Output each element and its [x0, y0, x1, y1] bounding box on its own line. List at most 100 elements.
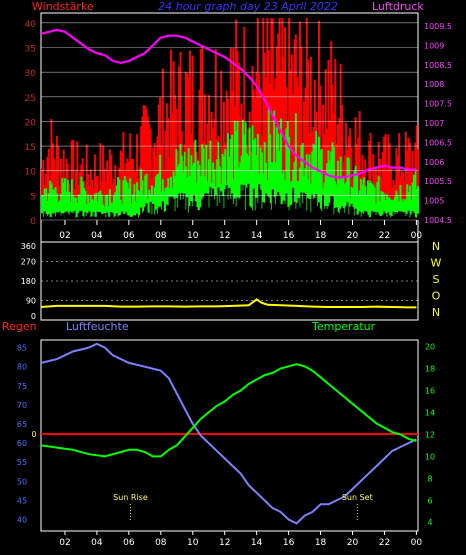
wind-min-bar	[81, 215, 84, 220]
wind-avg-bar	[396, 194, 399, 220]
wind-x-tick: 20	[347, 231, 359, 241]
wind-min-bar	[243, 184, 246, 220]
wind-min-bar	[298, 207, 301, 220]
humidity-y-tick: 40	[17, 516, 27, 525]
wind-max-bar	[256, 17, 259, 221]
humidity-y-tick: 50	[17, 477, 27, 486]
wind-max-bar	[171, 112, 174, 220]
climate-x-tick: 14	[251, 538, 263, 548]
wind-max-bar	[398, 133, 401, 220]
wind-min-bar	[259, 189, 262, 220]
pressure-y-tick: 1007.5	[424, 100, 452, 109]
wind-avg-bar	[218, 166, 221, 220]
wind-max-bar	[53, 158, 56, 220]
wind-min-bar	[279, 204, 282, 220]
wind-avg-bar	[375, 203, 377, 220]
wind-min-bar	[174, 211, 177, 220]
wind-min-bar	[346, 202, 349, 220]
wind-avg-bar	[189, 175, 191, 220]
wind-avg-bar	[315, 130, 318, 220]
wind-avg-bar	[267, 108, 270, 220]
wind-max-bar	[323, 134, 326, 220]
wind-max-bar	[201, 46, 204, 220]
wind-min-bar	[209, 186, 212, 220]
wind-max-bar	[243, 26, 246, 220]
wind-max-bar	[324, 69, 327, 220]
wind-min-bar	[205, 193, 208, 220]
wind-x-tick: 08	[155, 231, 167, 241]
wind-min-bar	[250, 207, 253, 220]
wind-avg-bar	[313, 145, 316, 220]
wind-avg-bar	[201, 144, 204, 220]
wind-avg-bar	[213, 169, 216, 220]
wind-max-bar	[396, 156, 399, 220]
wind-y-tick: 5	[30, 192, 36, 202]
wind-avg-bar	[187, 147, 190, 220]
wind-avg-bar	[358, 190, 361, 220]
wind-avg-bar	[83, 188, 86, 220]
wind-avg-bar	[159, 154, 162, 220]
wind-min-bar	[398, 211, 401, 220]
wind-max-bar	[375, 167, 377, 220]
wind-avg-bar	[51, 189, 54, 220]
wind-max-bar	[160, 145, 163, 220]
wind-avg-bar	[294, 113, 297, 220]
wind-avg-bar	[183, 152, 186, 220]
wind-min-bar	[148, 213, 151, 220]
wind-min-bar	[400, 211, 403, 220]
wind-min-bar	[106, 212, 109, 220]
wind-min-bar	[292, 188, 295, 220]
wind-min-bar	[191, 206, 194, 220]
wind-avg-bar	[216, 159, 219, 220]
wind-max-bar	[179, 52, 182, 221]
wind-min-bar	[122, 213, 125, 220]
wind-avg-bar	[138, 191, 141, 220]
wind-max-bar	[225, 90, 228, 221]
wind-avg-bar	[273, 110, 276, 220]
wind-avg-bar	[312, 143, 315, 220]
wind-max-bar	[142, 105, 145, 220]
wind-avg-bar	[334, 181, 337, 220]
pressure-label: Luftdruck	[372, 0, 424, 13]
wind-avg-bar	[112, 195, 115, 220]
wind-min-bar	[227, 199, 229, 220]
wind-min-bar	[150, 214, 153, 220]
wind-avg-bar	[93, 193, 96, 220]
wind-min-bar	[98, 212, 100, 220]
wind-min-bar	[149, 201, 152, 220]
wind-y-tick: 30	[25, 69, 37, 79]
wind-avg-bar	[145, 173, 148, 220]
wind-avg-bar	[153, 187, 156, 220]
wind-avg-bar	[243, 134, 246, 220]
wind-max-bar	[395, 148, 398, 220]
wind-min-bar	[217, 187, 220, 220]
wind-avg-bar	[50, 183, 53, 220]
wind-avg-bar	[110, 202, 113, 220]
wind-avg-bar	[43, 188, 46, 220]
wind-max-bar	[55, 135, 58, 220]
wind-min-bar	[410, 214, 413, 220]
wind-avg-bar	[89, 194, 92, 220]
wind-avg-bar	[65, 191, 68, 220]
wind-min-bar	[293, 201, 296, 220]
wind-min-bar	[353, 215, 356, 220]
wind-min-bar	[263, 202, 266, 220]
wind-max-bar	[379, 158, 382, 220]
wind-avg-bar	[269, 134, 272, 220]
wind-max-bar	[152, 147, 155, 220]
wind-max-bar	[146, 116, 149, 220]
wind-avg-bar	[316, 169, 319, 220]
wind-min-bar	[383, 211, 386, 220]
wind-avg-bar	[64, 178, 67, 220]
wind-min-bar	[136, 213, 139, 220]
wind-min-bar	[300, 192, 303, 220]
wind-avg-bar	[164, 187, 167, 220]
wind-avg-bar	[251, 125, 254, 220]
wind-min-bar	[125, 212, 128, 220]
wind-avg-bar	[387, 197, 390, 220]
wind-avg-bar	[311, 151, 314, 220]
wind-avg-bar	[364, 186, 367, 220]
wind-avg-bar	[209, 140, 212, 220]
wind-min-bar	[270, 209, 273, 220]
wind-max-bar	[229, 47, 232, 220]
